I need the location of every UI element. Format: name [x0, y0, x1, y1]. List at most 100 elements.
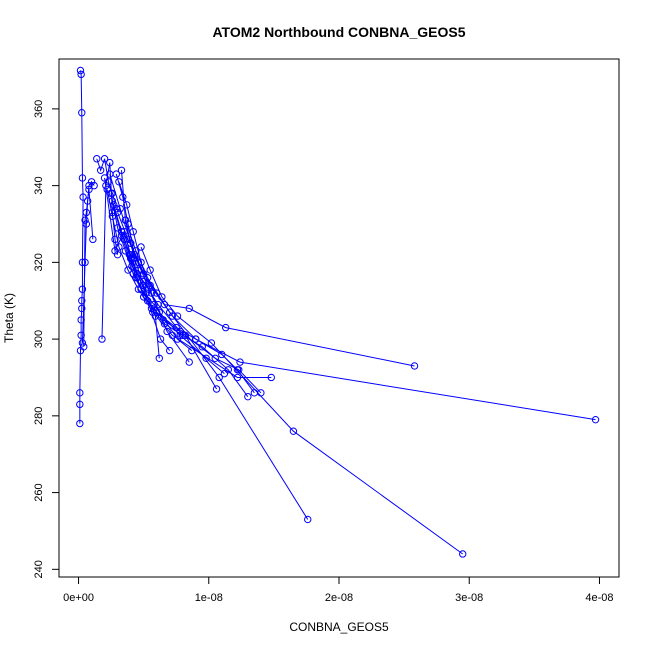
data-point: [78, 174, 87, 182]
data-point: [137, 266, 145, 274]
data-point: [188, 346, 196, 355]
data-point: [82, 208, 91, 217]
data-point: [410, 362, 419, 370]
data-point: [159, 316, 167, 324]
data-point: [117, 227, 126, 236]
data-point: [134, 266, 143, 274]
data-point: [236, 358, 244, 366]
data-point: [145, 285, 153, 293]
data-point: [93, 155, 101, 163]
data-point: [151, 312, 160, 320]
data-point: [120, 235, 128, 244]
data-layer: [76, 66, 600, 558]
data-point: [113, 250, 122, 259]
x-tick-label: 3e-08: [455, 592, 483, 604]
data-point: [78, 258, 87, 267]
data-point: [83, 197, 92, 205]
series-line: [111, 200, 262, 394]
data-point: [134, 285, 143, 293]
data-point: [212, 385, 221, 393]
data-point: [76, 389, 84, 397]
data-point: [304, 515, 312, 524]
series-line: [101, 162, 119, 340]
data-point: [168, 331, 177, 339]
data-point: [81, 216, 89, 224]
data-point: [106, 158, 114, 167]
y-tick-label: 260: [33, 483, 45, 501]
data-point: [121, 247, 130, 255]
data-point: [120, 227, 128, 236]
data-point: [111, 235, 119, 244]
data-point: [113, 224, 122, 232]
data-point: [121, 216, 130, 224]
data-point: [192, 335, 200, 343]
data-point: [139, 277, 148, 286]
data-point: [150, 300, 158, 309]
data-point: [139, 270, 148, 278]
data-point: [129, 227, 137, 236]
data-point: [106, 170, 114, 178]
series-line: [140, 246, 464, 555]
data-point: [185, 304, 193, 313]
data-point: [134, 258, 143, 267]
data-point: [158, 293, 166, 301]
data-point: [267, 373, 275, 382]
data-point: [130, 254, 139, 263]
data-point: [149, 308, 157, 316]
data-point: [85, 185, 93, 194]
data-point: [76, 66, 85, 75]
data-point: [591, 415, 600, 424]
data-point: [129, 270, 137, 278]
data-point: [103, 185, 111, 194]
data-point: [116, 204, 124, 213]
data-point: [132, 247, 140, 255]
data-point: [289, 427, 298, 435]
data-point: [123, 201, 131, 209]
data-point: [244, 392, 252, 401]
y-axis: 240 260 280 300 320 340 360: [33, 100, 60, 579]
data-point: [137, 285, 145, 293]
data-point: [108, 212, 117, 221]
data-point: [117, 231, 126, 240]
data-point: [124, 235, 132, 244]
data-point: [111, 247, 119, 255]
data-point: [168, 312, 177, 320]
data-point: [207, 339, 216, 347]
data-point: [80, 343, 88, 351]
data-point: [115, 243, 123, 251]
data-point: [78, 297, 86, 305]
data-point: [152, 289, 161, 297]
data-point: [78, 304, 86, 313]
data-point: [100, 155, 109, 163]
chart-title: ATOM2 Northbound CONBNA_GEOS5: [212, 24, 465, 40]
data-point: [77, 331, 85, 339]
data-point: [126, 239, 135, 247]
data-point: [224, 366, 233, 374]
data-point: [113, 208, 122, 217]
data-point: [102, 181, 110, 190]
data-point: [78, 109, 86, 117]
data-point: [96, 166, 105, 174]
data-point: [185, 358, 193, 366]
data-point: [146, 266, 154, 274]
data-point: [155, 354, 163, 362]
data-point: [211, 354, 219, 362]
series-line: [110, 193, 193, 351]
data-point: [146, 281, 154, 290]
series-line: [117, 212, 309, 520]
data-point: [81, 258, 89, 267]
data-point: [87, 178, 96, 186]
x-tick-label: 4e-08: [585, 592, 613, 604]
data-point: [137, 258, 145, 267]
data-point: [202, 354, 210, 362]
data-point: [124, 266, 132, 274]
data-point: [117, 166, 126, 174]
x-axis: 0e+00 1e-08 2e-08 3e-08 4e-08: [63, 576, 614, 604]
y-tick-label: 320: [33, 253, 45, 271]
y-tick-label: 340: [33, 176, 45, 194]
data-point: [124, 220, 132, 228]
x-axis-label: CONBNA_GEOS5: [289, 620, 389, 634]
data-point: [90, 181, 98, 190]
